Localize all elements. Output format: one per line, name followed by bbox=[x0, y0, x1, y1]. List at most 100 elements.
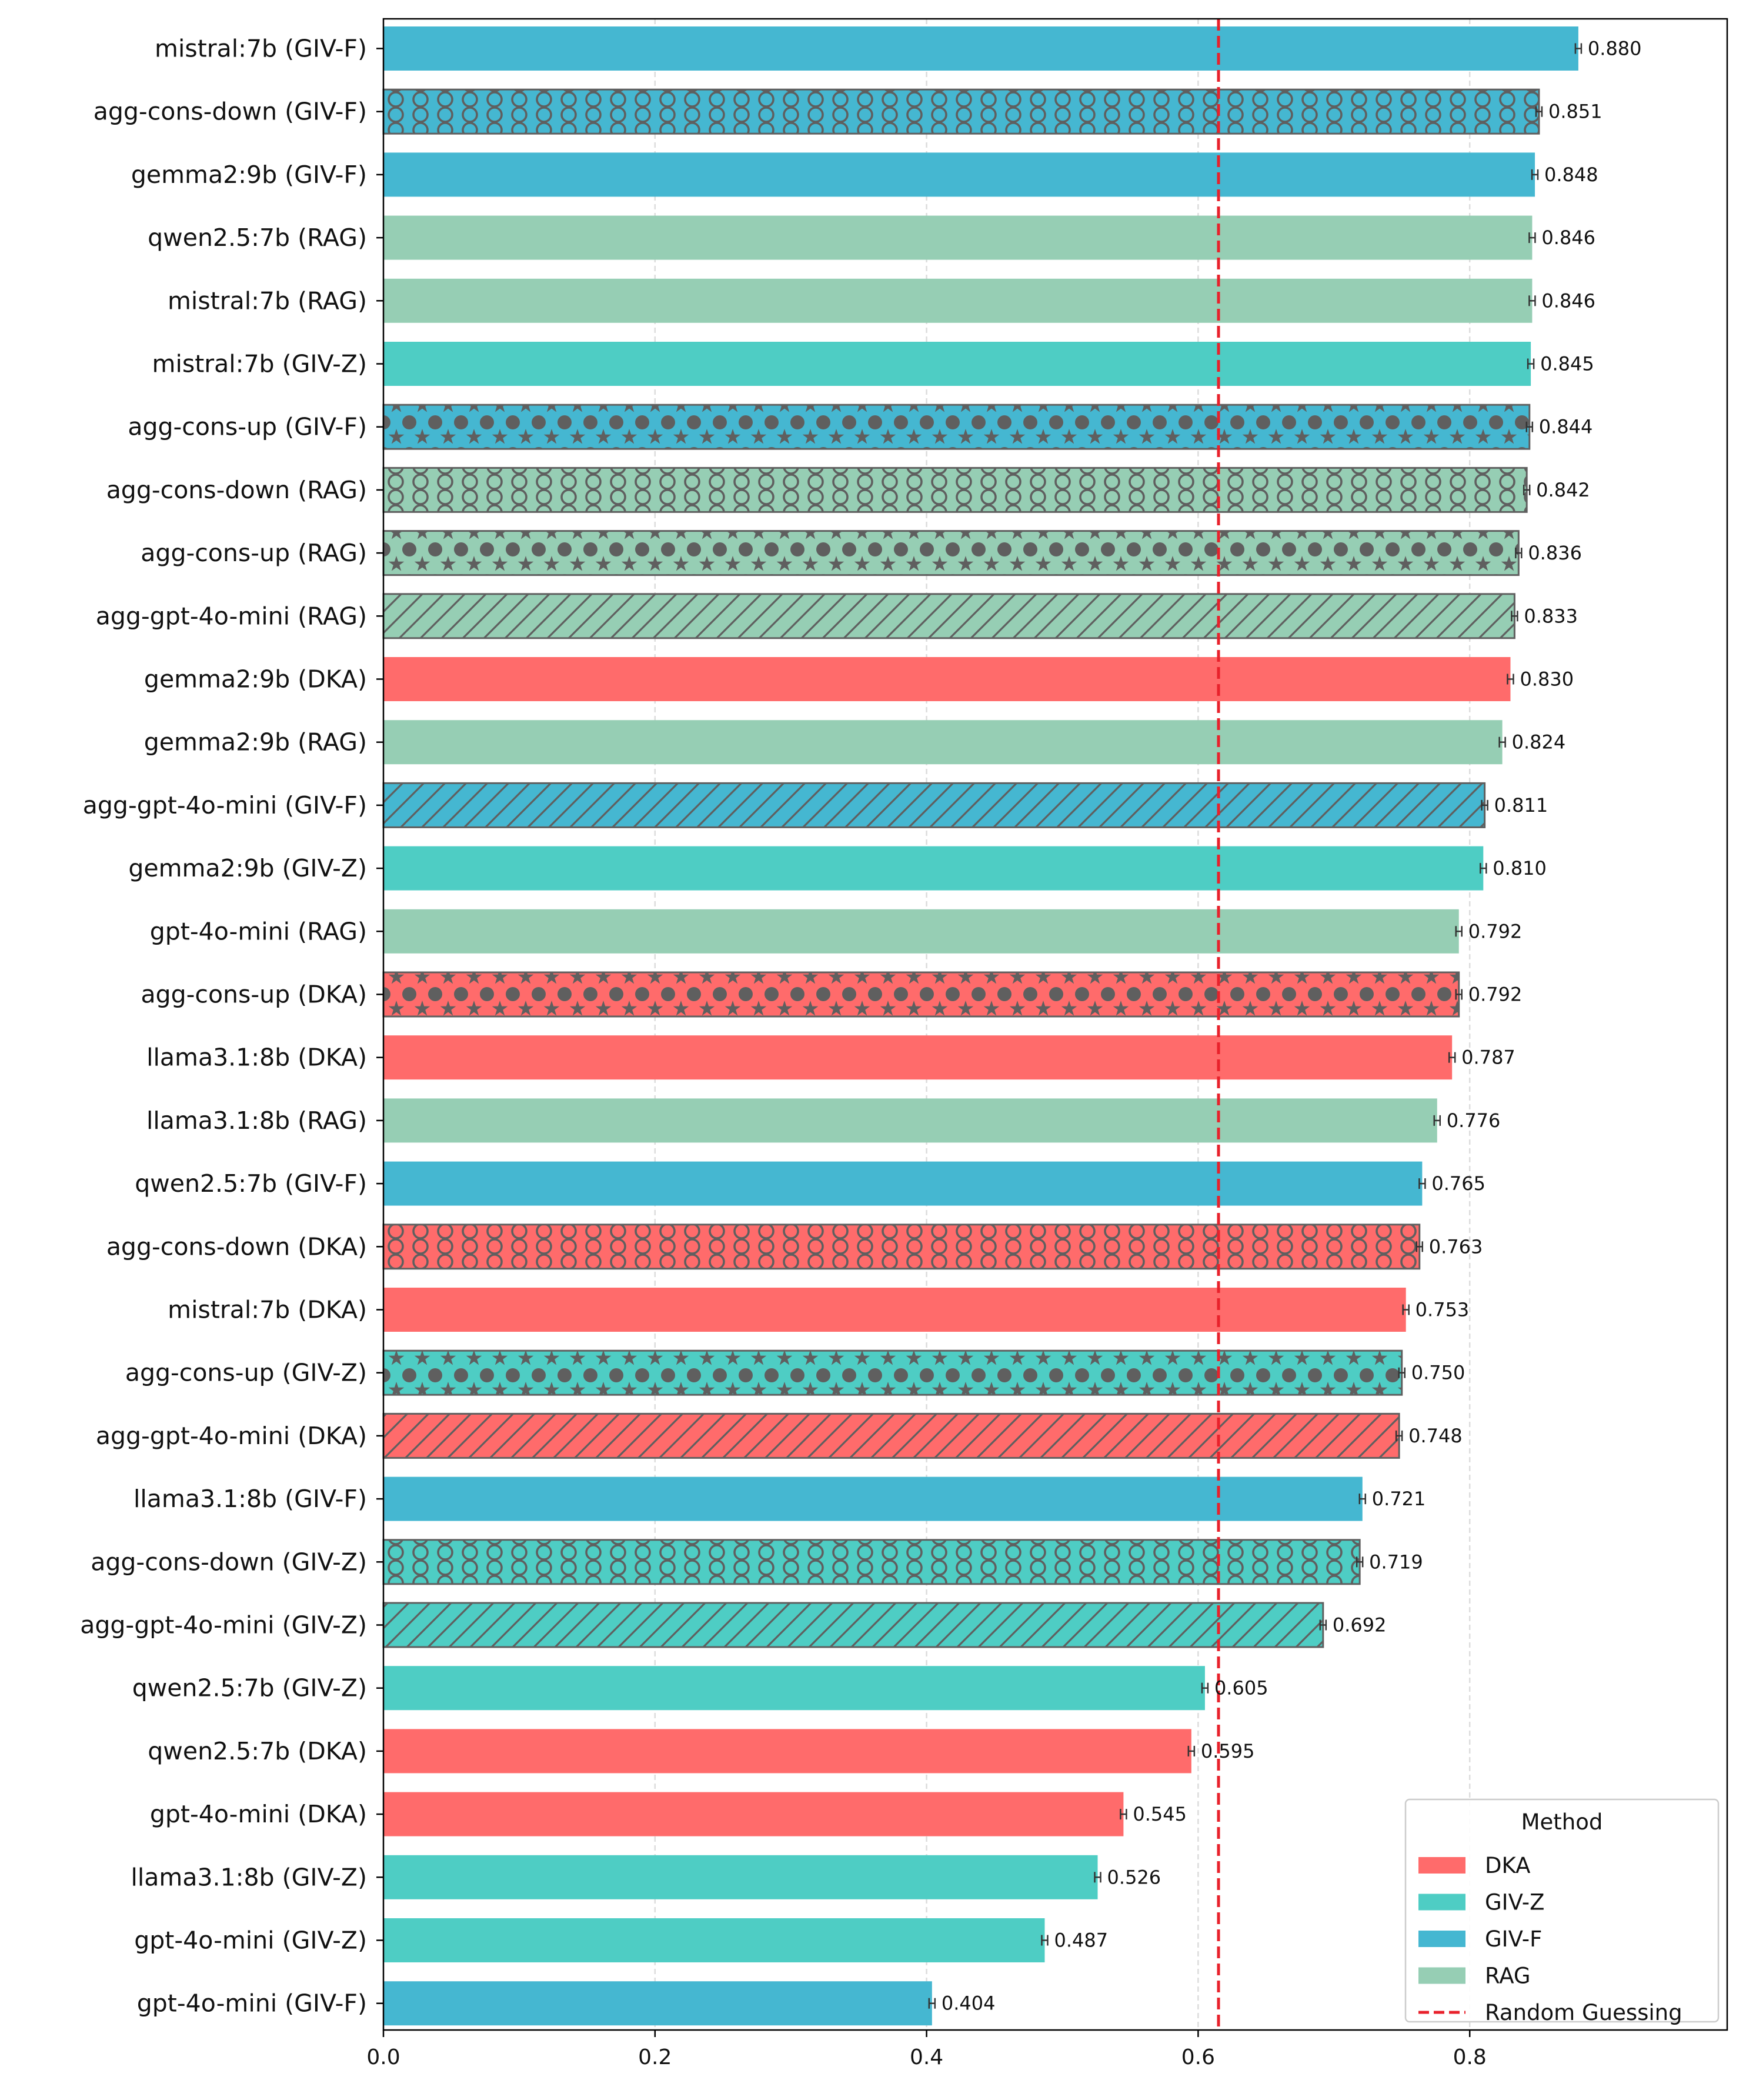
bar-group bbox=[382, 1224, 1421, 1270]
y-tick-label: qwen2.5:7b (GIV-Z) bbox=[132, 1674, 367, 1702]
y-tick-label: agg-cons-down (GIV-Z) bbox=[91, 1548, 367, 1576]
bar bbox=[383, 1666, 1205, 1711]
legend-label: GIV-Z bbox=[1485, 1890, 1544, 1915]
legend-item: DKA bbox=[1418, 1853, 1530, 1878]
bar-group bbox=[383, 278, 1533, 323]
x-tick-label: 0.0 bbox=[366, 2045, 400, 2069]
bar-group bbox=[383, 342, 1531, 386]
value-label: 0.842 bbox=[1536, 479, 1590, 501]
legend-title: Method bbox=[1521, 1809, 1603, 1835]
bar-group bbox=[383, 152, 1535, 197]
value-label: 0.750 bbox=[1411, 1362, 1465, 1384]
y-tick-label: qwen2.5:7b (RAG) bbox=[148, 224, 367, 252]
y-tick-label: mistral:7b (GIV-F) bbox=[155, 35, 367, 63]
bar bbox=[383, 1161, 1423, 1206]
value-label: 0.692 bbox=[1333, 1614, 1387, 1636]
value-label: 0.787 bbox=[1461, 1046, 1515, 1069]
x-tick-label: 0.8 bbox=[1453, 2045, 1487, 2069]
y-tick-label: gpt-4o-mini (RAG) bbox=[150, 917, 367, 945]
bar-group bbox=[383, 909, 1459, 954]
y-tick-label: agg-gpt-4o-mini (GIV-F) bbox=[83, 791, 367, 819]
bar-group bbox=[383, 215, 1533, 260]
bar-group bbox=[382, 1602, 1324, 1648]
y-tick-label: agg-cons-down (GIV-F) bbox=[94, 98, 367, 126]
value-label: 0.595 bbox=[1201, 1740, 1255, 1762]
y-tick-label: qwen2.5:7b (GIV-F) bbox=[135, 1169, 367, 1198]
bar bbox=[383, 1729, 1191, 1774]
bar-group bbox=[382, 466, 1528, 513]
bar-group bbox=[383, 846, 1484, 891]
bar bbox=[383, 1035, 1453, 1080]
y-tick-label: agg-cons-down (DKA) bbox=[106, 1232, 367, 1261]
bar bbox=[383, 657, 1511, 701]
legend-swatch bbox=[1418, 1857, 1465, 1874]
value-label: 0.846 bbox=[1541, 289, 1595, 312]
value-labels: 0.880 0.851 0.848 0.846 0.846 0.845 0.844 0.842… bbox=[942, 38, 1642, 2015]
y-tick-label: agg-cons-up (GIV-Z) bbox=[125, 1359, 367, 1387]
legend-label: RAG bbox=[1485, 1964, 1531, 1989]
y-tick-label: agg-cons-up (RAG) bbox=[141, 539, 367, 567]
bar-pattern bbox=[383, 405, 1530, 449]
bar-group bbox=[383, 1476, 1363, 1521]
bar-group bbox=[383, 1792, 1124, 1836]
value-label: 0.605 bbox=[1214, 1677, 1268, 1699]
bars bbox=[382, 26, 1578, 2026]
bar-pattern bbox=[383, 1603, 1323, 1647]
value-label: 0.792 bbox=[1468, 920, 1523, 942]
value-label: 0.748 bbox=[1408, 1425, 1463, 1447]
bar-pattern bbox=[383, 531, 1519, 575]
legend-swatch bbox=[1418, 1894, 1465, 1911]
y-tick-label: agg-gpt-4o-mini (GIV-Z) bbox=[80, 1611, 367, 1639]
value-label: 0.404 bbox=[942, 1992, 996, 2015]
bar-group bbox=[383, 1666, 1205, 1711]
bar-group bbox=[383, 1918, 1045, 1962]
x-tick-label: 0.6 bbox=[1181, 2045, 1215, 2069]
bar-pattern bbox=[383, 468, 1527, 512]
y-tick-label: gpt-4o-mini (GIV-Z) bbox=[134, 1926, 367, 1955]
value-label: 0.721 bbox=[1372, 1488, 1426, 1510]
value-label: 0.836 bbox=[1528, 542, 1582, 564]
bar bbox=[383, 26, 1578, 71]
value-label: 0.846 bbox=[1541, 226, 1595, 249]
y-tick-label: gemma2:9b (GIV-F) bbox=[131, 161, 367, 189]
y-tick-label: llama3.1:8b (GIV-Z) bbox=[131, 1863, 367, 1891]
bar-pattern bbox=[383, 89, 1539, 134]
value-label: 0.844 bbox=[1539, 416, 1593, 438]
y-tick-label: mistral:7b (GIV-Z) bbox=[152, 350, 367, 378]
bar-group bbox=[383, 1855, 1098, 1899]
legend-swatch bbox=[1418, 1967, 1465, 1984]
bar bbox=[383, 215, 1533, 260]
value-label: 0.833 bbox=[1524, 605, 1578, 627]
legend-box bbox=[1404, 1798, 1720, 2023]
value-label: 0.845 bbox=[1540, 353, 1594, 375]
y-tick-label: gemma2:9b (RAG) bbox=[144, 728, 367, 756]
y-tick-label: agg-gpt-4o-mini (DKA) bbox=[96, 1422, 367, 1450]
value-label: 0.851 bbox=[1548, 101, 1603, 123]
legend-label: Random Guessing bbox=[1485, 2000, 1682, 2025]
y-tick-label: llama3.1:8b (RAG) bbox=[146, 1106, 367, 1135]
bar-group bbox=[382, 530, 1520, 576]
bar-group bbox=[383, 1981, 932, 2026]
legend-label: DKA bbox=[1485, 1853, 1530, 1878]
y-tick-label: mistral:7b (DKA) bbox=[168, 1296, 367, 1324]
bar-pattern bbox=[383, 1224, 1420, 1269]
y-tick-label: agg-gpt-4o-mini (RAG) bbox=[96, 602, 367, 630]
bar bbox=[383, 152, 1535, 197]
value-label: 0.830 bbox=[1520, 668, 1574, 691]
bar-pattern bbox=[383, 1351, 1402, 1395]
bar-group bbox=[382, 88, 1540, 135]
error-bars bbox=[928, 43, 1583, 2009]
y-tick-label: llama3.1:8b (DKA) bbox=[146, 1044, 367, 1072]
value-label: 0.776 bbox=[1447, 1109, 1501, 1132]
y-tick-label: gpt-4o-mini (DKA) bbox=[150, 1800, 367, 1828]
bar bbox=[383, 1476, 1363, 1521]
bar-group bbox=[383, 1729, 1191, 1774]
bar bbox=[383, 278, 1533, 323]
legend-item: RAG bbox=[1418, 1964, 1531, 1989]
bar-group bbox=[382, 1412, 1400, 1459]
value-label: 0.848 bbox=[1544, 164, 1598, 186]
y-tick-label: gemma2:9b (DKA) bbox=[144, 665, 367, 694]
x-tick-label: 0.2 bbox=[638, 2045, 672, 2069]
axes-frame bbox=[382, 18, 1728, 2031]
bar-group bbox=[383, 720, 1503, 765]
